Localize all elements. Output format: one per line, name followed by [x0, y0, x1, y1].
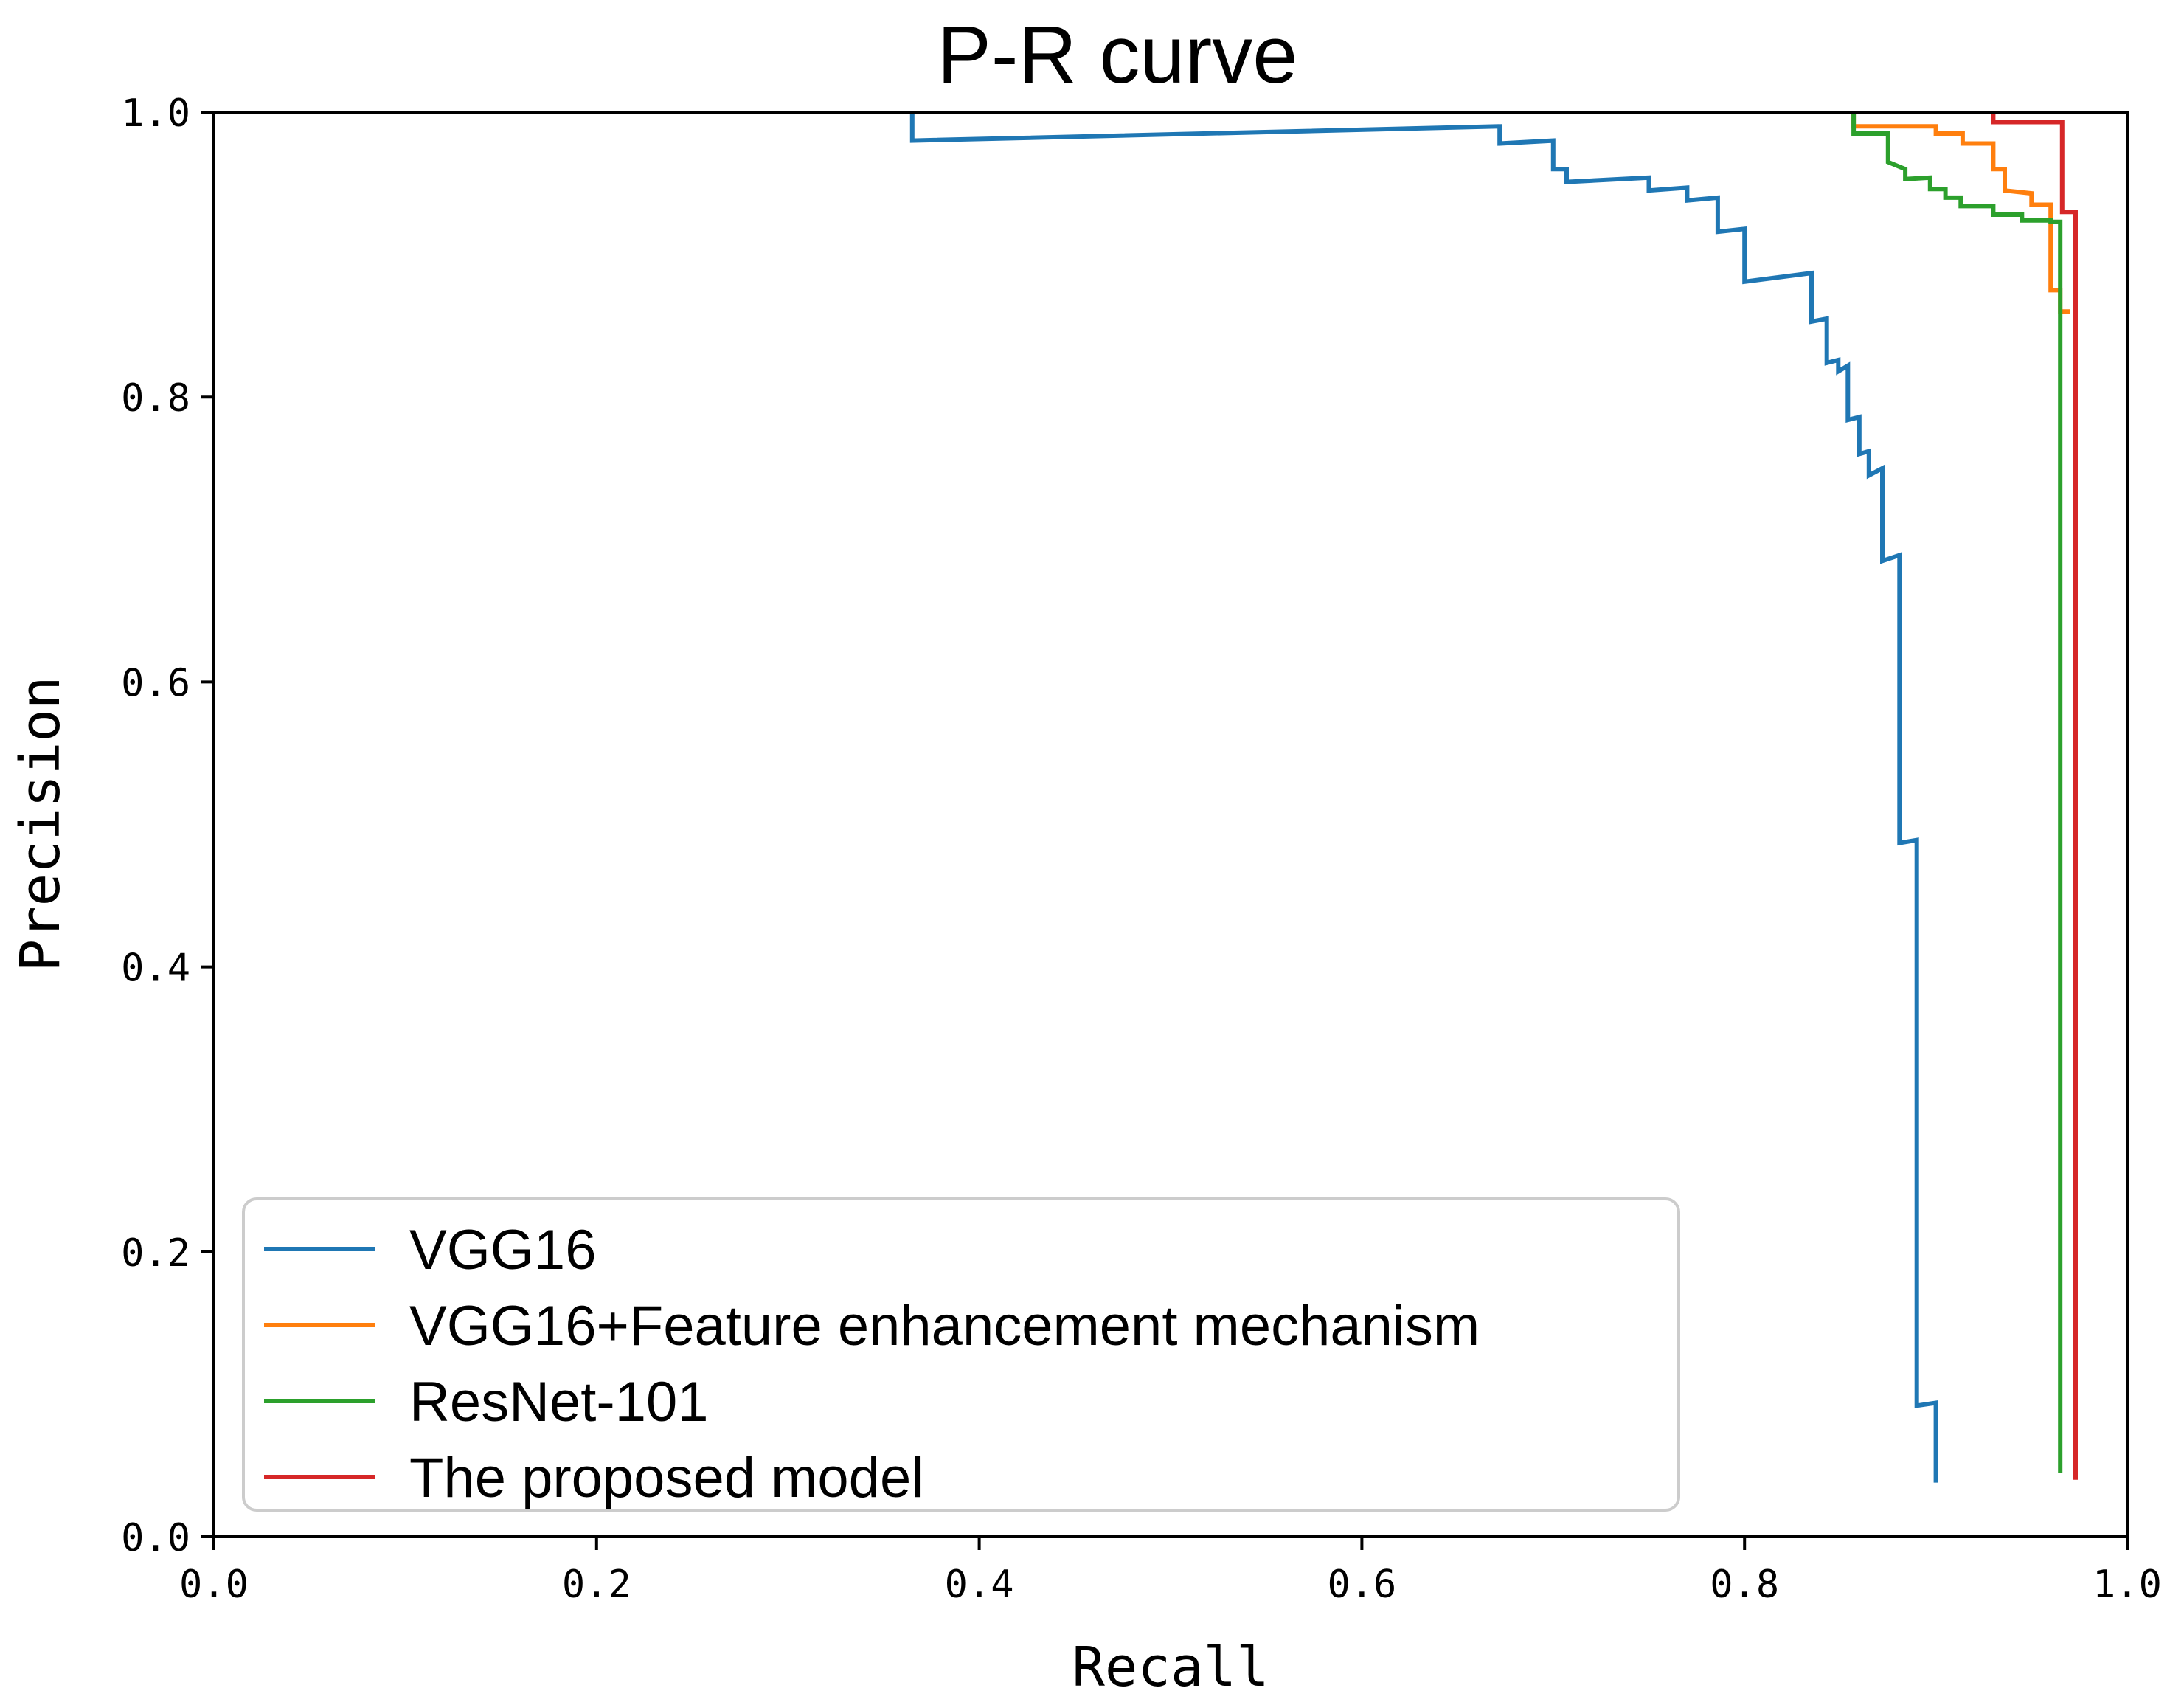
x-axis-label: Recall [1072, 1636, 1269, 1699]
x-tick-label: 0.6 [1327, 1563, 1396, 1607]
legend-items: VGG16 VGG16+Feature enhancement mechanism… [264, 1219, 1480, 1509]
series-line-2 [1851, 112, 2063, 1473]
y-tick-label: 0.6 [121, 661, 190, 705]
y-tick-label: 0.2 [121, 1231, 190, 1276]
legend-label: VGG16 [409, 1219, 596, 1281]
legend-label: VGG16+Feature enhancement mechanism [409, 1295, 1480, 1357]
y-tick-label: 0.4 [121, 947, 190, 991]
legend: VGG16 VGG16+Feature enhancement mechanism… [242, 1197, 1680, 1512]
series-layer [909, 112, 2078, 1483]
series-line-0 [909, 112, 1938, 1483]
x-tick-label: 0.4 [945, 1563, 1014, 1607]
chart-title: P-R curve [937, 10, 1298, 100]
y-tick-label: 1.0 [121, 91, 190, 136]
series-line-1 [1851, 112, 2070, 314]
y-axis-label: Precision [9, 677, 72, 972]
y-axis-ticks: 0.0 0.2 0.4 0.6 0.8 1.0 [121, 91, 214, 1560]
legend-label: The proposed model [409, 1447, 923, 1509]
legend-box [242, 1197, 1680, 1512]
x-tick-label: 0.8 [1710, 1563, 1779, 1607]
x-axis-ticks: 0.0 0.2 0.4 0.6 0.8 1.0 [179, 1537, 2162, 1607]
x-tick-label: 0.0 [179, 1563, 249, 1607]
y-tick-label: 0.8 [121, 376, 190, 421]
x-tick-label: 0.2 [562, 1563, 631, 1607]
legend-label: ResNet-101 [409, 1371, 709, 1433]
plot-frame [212, 111, 2129, 1538]
series-line-3 [1991, 112, 2078, 1480]
x-tick-label: 1.0 [2093, 1563, 2162, 1607]
y-tick-label: 0.0 [121, 1516, 190, 1560]
